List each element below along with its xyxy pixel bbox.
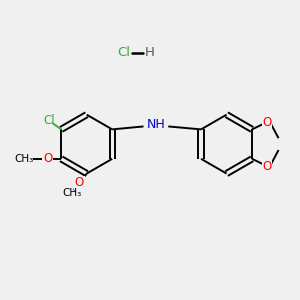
Text: CH₃: CH₃ (14, 154, 33, 164)
Text: Cl: Cl (117, 46, 130, 59)
Text: NH: NH (146, 118, 165, 131)
Text: O: O (262, 116, 272, 128)
Text: Cl: Cl (44, 114, 55, 128)
Text: O: O (43, 152, 52, 165)
Text: O: O (262, 160, 272, 173)
Text: O: O (75, 176, 84, 189)
Text: H: H (145, 46, 154, 59)
Text: CH₃: CH₃ (62, 188, 81, 198)
